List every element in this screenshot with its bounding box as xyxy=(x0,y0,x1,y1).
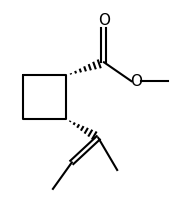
Text: O: O xyxy=(130,74,142,89)
Text: O: O xyxy=(98,13,110,28)
